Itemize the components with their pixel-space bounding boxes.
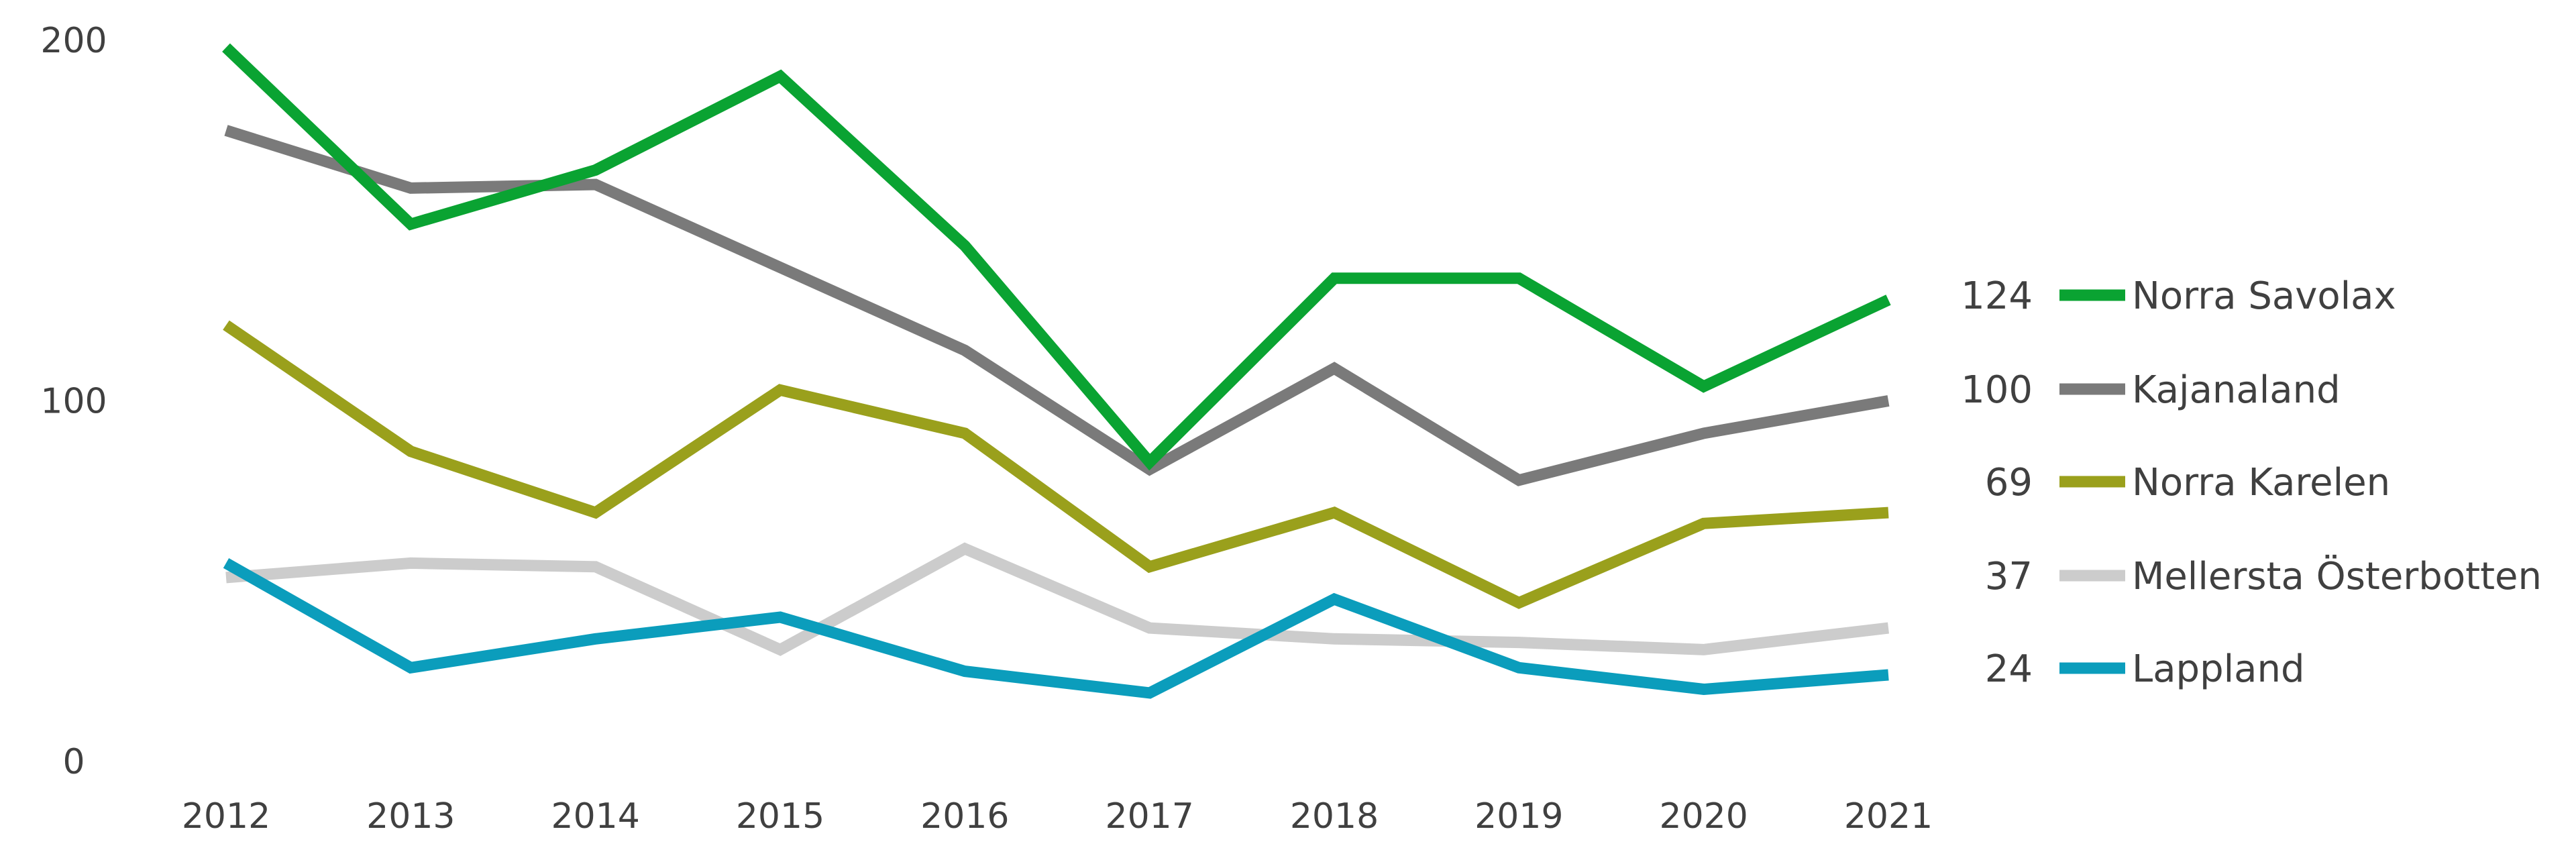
x-tick-label: 2018 [1290,796,1379,837]
x-tick-label: 2019 [1474,796,1563,837]
end-value-label: 124 [1961,274,2033,318]
x-tick-label: 2013 [366,796,455,837]
x-tick-label: 2015 [736,796,824,837]
end-value-label: 100 [1961,368,2033,412]
y-tick-label: 100 [40,382,107,422]
y-axis-ticks: 0 100 200 [40,21,107,782]
x-tick-label: 2017 [1105,796,1193,837]
x-tick-label: 2020 [1659,796,1748,837]
end-value-label: 24 [1985,647,2033,691]
series-lines [222,43,1891,699]
y-tick-label: 0 [62,742,85,782]
y-tick-label: 200 [40,21,107,61]
legend-label: Lappland [2132,647,2305,691]
legend-label: Norra Karelen [2132,461,2390,504]
series-line-kajanaland [224,125,1890,486]
legend-label: Norra Savolax [2132,274,2396,318]
series-line-mellersta-sterbotten [225,542,1889,656]
series-line-norra-savolax [222,43,1891,471]
series-line-norra-karelen [223,320,1889,609]
x-tick-label: 2021 [1844,796,1933,837]
x-tick-label: 2012 [182,796,270,837]
legend-label: Kajanaland [2132,368,2341,412]
series-end-labels: 124 100 69 37 24 [1961,274,2033,691]
legend: Norra Savolax Kajanaland Norra Karelen Mell… [2059,274,2542,691]
x-axis-ticks: 2012 2013 2014 2015 2016 2017 2018 2019 2020 2021 [182,796,1933,837]
end-value-label: 69 [1985,461,2033,504]
series-line-lappland [223,558,1889,699]
x-tick-label: 2014 [551,796,639,837]
x-tick-label: 2016 [920,796,1009,837]
end-value-label: 37 [1985,555,2033,598]
legend-label: Mellersta Österbotten [2132,555,2542,598]
